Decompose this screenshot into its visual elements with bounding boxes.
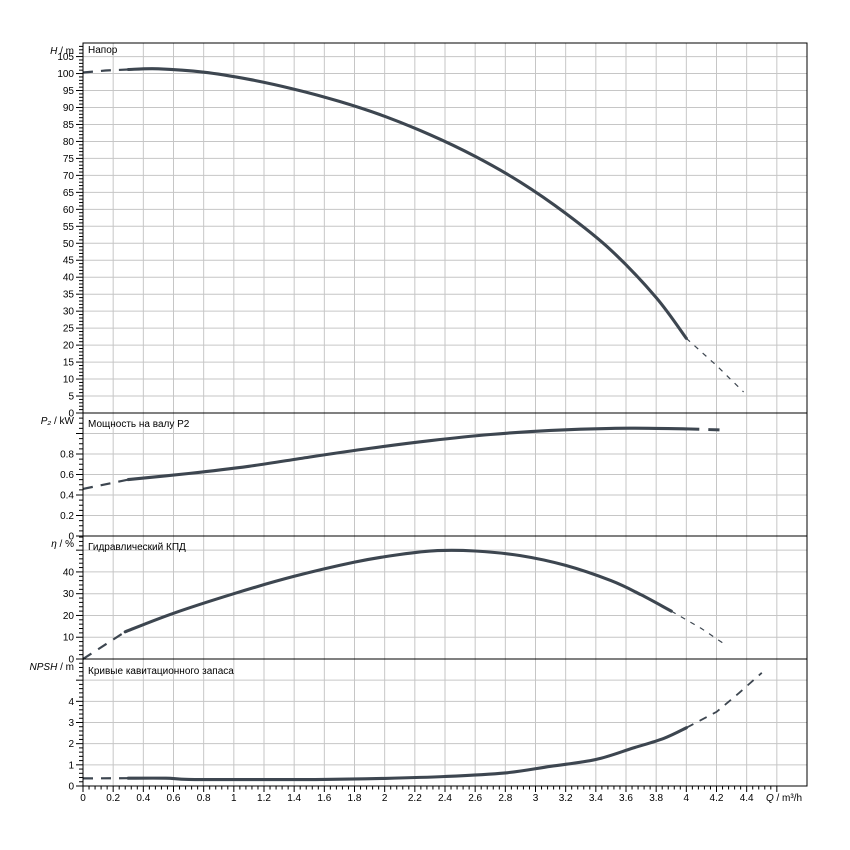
x-axis-caption: Q / m³/h [766, 793, 802, 804]
y-tick-label: 85 [63, 120, 75, 131]
x-tick-label: 1.2 [257, 793, 271, 804]
efficiency-curve-dashed-start [82, 630, 126, 660]
panel-title-npsh: Кривые кавитационного запаса [88, 666, 234, 677]
y-axis-caption-power: P₂ / kW [41, 416, 75, 427]
y-tick-label: 25 [63, 324, 75, 335]
y-tick-label: 10 [63, 633, 75, 644]
y-tick-label: 4 [68, 697, 74, 708]
x-tick-label: 0.8 [197, 793, 211, 804]
y-tick-label: 0 [68, 409, 74, 420]
y-tick-label: 5 [68, 392, 74, 403]
y-axis-caption-head: H / m [50, 46, 74, 57]
x-tick-label: 3.8 [649, 793, 663, 804]
x-tick-label: 1 [231, 793, 237, 804]
y-tick-label: 40 [63, 567, 75, 578]
y-tick-label: 75 [63, 154, 75, 165]
head-curve [126, 67, 688, 340]
y-tick-label: 0.8 [60, 450, 74, 461]
y-axis-caption-npsh: NPSH / m [30, 662, 74, 673]
y-tick-label: 0.4 [60, 491, 74, 502]
y-tick-label: 105 [57, 52, 74, 63]
efficiency-curve [123, 548, 673, 634]
x-tick-label: 3 [533, 793, 539, 804]
npsh-curve-dashed-end [685, 672, 763, 729]
y-tick-label: 95 [63, 86, 75, 97]
panel-efficiency: 0 10 20 30 40 η / % [51, 535, 808, 666]
y-tick-label: 60 [63, 205, 75, 216]
y-tick-label: 40 [63, 273, 75, 284]
y-tick-label: 1 [68, 760, 74, 771]
y-tick-label: 30 [63, 589, 75, 600]
y-tick-label: 20 [63, 341, 75, 352]
x-tick-label: 3.2 [559, 793, 573, 804]
panel-power: 0 0.2 0.4 0.6 0.8 P₂ / kW [41, 412, 808, 543]
y-tick-label: 10 [63, 375, 75, 386]
y-tick-label: 2 [68, 739, 74, 750]
x-tick-label: 4.4 [740, 793, 754, 804]
y-tick-label: 65 [63, 188, 75, 199]
y-tick-label: 50 [63, 239, 75, 250]
y-tick-label: 3 [68, 718, 74, 729]
x-tick-label: 2.6 [468, 793, 482, 804]
y-tick-label: 0.6 [60, 470, 74, 481]
x-tick-label: 2 [382, 793, 388, 804]
y-axis-caption-efficiency: η / % [51, 539, 74, 550]
power-curve-dashed-start [82, 478, 129, 490]
y-tick-label: 0 [68, 782, 74, 793]
y-tick-label: 0 [68, 532, 74, 543]
x-tick-label: 4.2 [710, 793, 724, 804]
x-tick-label: 1.4 [287, 793, 301, 804]
head-curve-dashed-start [82, 68, 129, 74]
panel-title-head: Напор [88, 45, 118, 56]
power-curve [126, 426, 688, 482]
head-curve-dashed-end [685, 337, 745, 393]
y-tick-label: 100 [57, 69, 74, 80]
x-tick-label: 3.4 [589, 793, 603, 804]
x-tick-label: 2.2 [408, 793, 422, 804]
y-tick-label: 90 [63, 103, 75, 114]
x-tick-label: 3.6 [619, 793, 633, 804]
panel-title-power: Мощность на валу P2 [88, 419, 190, 430]
panel-head: 0 5 10 15 20 25 30 35 40 45 50 55 60 65 70 75 80 85 90 95 10… [50, 42, 808, 420]
panel-title-efficiency: Гидравлический КПД [88, 542, 186, 553]
x-tick-label: 1.8 [348, 793, 362, 804]
y-tick-label: 80 [63, 137, 75, 148]
y-tick-label: 0.2 [60, 511, 74, 522]
y-tick-label: 0 [68, 655, 74, 666]
x-tick-label: 0.2 [106, 793, 120, 804]
panel-npsh: 0 1 2 3 4 NPSH / m [30, 658, 808, 793]
y-tick-label: 55 [63, 222, 75, 233]
y-tick-label: 15 [63, 358, 75, 369]
efficiency-curve-dashed-end [670, 610, 725, 645]
y-tick-label: 30 [63, 307, 75, 318]
x-axis: 0 0.2 0.4 0.6 0.8 1 1.2 1.4 1.6 1.8 2 2.2 2.4 2.6 2.8 3… [80, 786, 802, 804]
npsh-curve [126, 726, 688, 782]
x-tick-label: 0 [80, 793, 86, 804]
y-tick-label: 70 [63, 171, 75, 182]
y-tick-label: 20 [63, 611, 75, 622]
x-tick-label: 2.8 [498, 793, 512, 804]
x-tick-label: 4 [684, 793, 690, 804]
y-tick-label: 45 [63, 256, 75, 267]
x-tick-label: 0.4 [136, 793, 150, 804]
x-tick-label: 0.6 [167, 793, 181, 804]
y-tick-label: 35 [63, 290, 75, 301]
power-curve-dashed-end [686, 427, 720, 432]
x-tick-label: 1.6 [317, 793, 331, 804]
x-tick-label: 2.4 [438, 793, 452, 804]
